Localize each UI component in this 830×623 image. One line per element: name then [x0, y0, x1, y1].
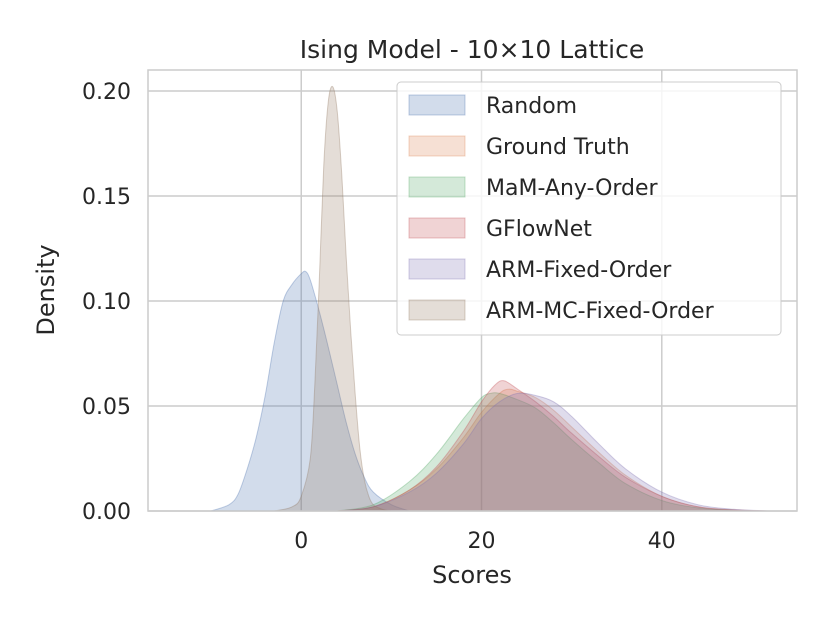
x-tick-label: 40	[648, 529, 676, 554]
legend-swatch	[408, 299, 466, 321]
legend: Random Ground Truth MaM-Any-Order GFlowNet A…	[396, 81, 782, 336]
density-area-gflownet	[337, 380, 771, 512]
legend-label: GFlowNet	[486, 217, 592, 242]
plot-frame	[147, 69, 798, 512]
legend-label: MaM-Any-Order	[486, 176, 659, 201]
legend-label: Ground Truth	[486, 135, 630, 160]
legend-swatch	[408, 176, 466, 198]
y-tick-label: 0.00	[82, 500, 131, 525]
y-tick-label: 0.05	[82, 395, 131, 420]
density-area-mam-any-order	[337, 392, 752, 512]
x-tick-label: 20	[468, 529, 496, 554]
y-tick-label: 0.20	[82, 80, 131, 105]
density-area-random	[210, 270, 410, 512]
legend-swatch	[408, 135, 466, 157]
density-area-ground-truth	[337, 388, 771, 512]
legend-box	[396, 81, 782, 336]
density-areas	[210, 85, 771, 512]
legend-label: Random	[486, 94, 577, 119]
chart-title: Ising Model - 10×10 Lattice	[300, 35, 644, 64]
legend-swatch	[408, 217, 466, 239]
x-axis-title: Scores	[432, 561, 512, 589]
y-axis-title: Density	[32, 244, 60, 335]
legend-label: ARM-Fixed-Order	[486, 258, 672, 283]
legend-swatch	[408, 94, 466, 116]
y-tick-label: 0.15	[82, 185, 131, 210]
y-tick-label: 0.10	[82, 290, 131, 315]
x-tick-labels: 0 20 40	[294, 529, 676, 554]
legend-swatch	[408, 258, 466, 280]
legend-label: ARM-MC-Fixed-Order	[486, 299, 715, 324]
x-tick-label: 0	[294, 529, 308, 554]
density-area-arm-mc-fixed-order	[274, 85, 392, 512]
density-area-arm-fixed-order	[337, 392, 771, 512]
y-tick-labels: 0.00 0.05 0.10 0.15 0.20	[82, 80, 131, 525]
